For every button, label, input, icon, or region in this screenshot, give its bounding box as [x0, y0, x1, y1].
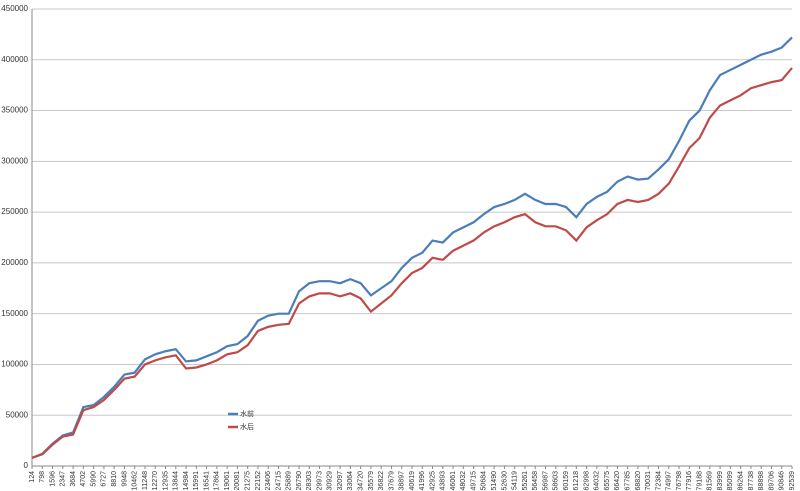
x-tick-label: 70031: [645, 471, 652, 491]
x-tick-label: 124: [29, 471, 36, 483]
x-tick-label: 15991: [193, 471, 200, 491]
x-tick-label: 28303: [306, 471, 313, 491]
x-tick-label: 10462: [132, 471, 139, 491]
x-tick-label: 77916: [686, 471, 693, 491]
x-tick-label: 51490: [491, 471, 498, 491]
x-tick-label: 20081: [234, 471, 241, 491]
legend-label: 水后: [240, 422, 254, 431]
x-tick-label: 16541: [203, 471, 210, 491]
x-tick-label: 81569: [707, 471, 714, 491]
x-tick-label: 798: [39, 471, 46, 483]
x-tick-label: 26790: [296, 471, 303, 491]
x-tick-label: 21275: [245, 471, 252, 491]
x-tick-label: 42925: [429, 471, 436, 491]
x-tick-label: 43893: [440, 471, 447, 491]
x-tick-label: 36822: [378, 471, 385, 491]
x-tick-label: 52630: [501, 471, 508, 491]
y-tick-label: 350000: [1, 106, 28, 115]
y-tick-label: 400000: [1, 55, 28, 64]
x-tick-label: 62998: [583, 471, 590, 491]
x-tick-label: 13844: [173, 471, 180, 491]
y-tick-label: 50000: [6, 410, 29, 419]
x-tick-label: 74997: [666, 471, 673, 491]
x-tick-label: 5990: [90, 471, 97, 487]
x-tick-label: 12935: [162, 471, 169, 491]
x-tick-label: 14984: [183, 471, 190, 491]
x-tick-label: 85099: [727, 471, 734, 491]
x-tick-label: 54119: [512, 471, 519, 490]
x-tick-label: 23406: [265, 471, 272, 491]
x-tick-label: 65575: [604, 471, 611, 491]
y-tick-label: 200000: [1, 258, 28, 267]
x-tick-label: 34720: [357, 471, 364, 491]
x-tick-label: 4702: [80, 471, 87, 487]
x-tick-label: 66420: [614, 471, 621, 491]
x-tick-label: 3684: [70, 471, 77, 487]
x-tick-label: 9948: [121, 471, 128, 487]
x-tick-label: 29973: [316, 471, 323, 491]
x-tick-label: 56458: [532, 471, 539, 491]
x-tick-label: 24715: [275, 471, 282, 491]
x-tick-label: 1596: [49, 471, 56, 487]
x-tick-label: 79188: [696, 471, 703, 491]
x-tick-label: 89706: [768, 471, 775, 491]
x-tick-label: 67785: [625, 471, 632, 491]
y-tick-label: 300000: [1, 156, 28, 165]
x-tick-label: 56987: [542, 471, 549, 491]
x-tick-label: 41996: [419, 471, 426, 491]
x-tick-label: 35579: [368, 471, 375, 491]
x-tick-label: 22152: [255, 471, 262, 491]
x-tick-label: 87738: [748, 471, 755, 491]
x-tick-label: 11248: [142, 471, 149, 490]
series-line: [31, 36, 793, 459]
x-tick-label: 90846: [779, 471, 786, 491]
legend-label: 水前: [240, 409, 254, 418]
x-tick-label: 25889: [286, 471, 293, 491]
x-tick-label: 12270: [152, 471, 159, 491]
x-tick-label: 38897: [399, 471, 406, 491]
y-tick-label: 450000: [1, 4, 28, 13]
x-tick-label: 58603: [553, 471, 560, 491]
x-tick-label: 64032: [594, 471, 601, 491]
x-tick-label: 6727: [101, 471, 108, 487]
x-tick-label: 60159: [563, 471, 570, 491]
y-tick-label: 250000: [1, 207, 28, 216]
x-tick-label: 92539: [789, 471, 796, 491]
x-tick-label: 33064: [347, 471, 354, 491]
x-tick-label: 49715: [470, 471, 477, 491]
x-tick-label: 8810: [111, 471, 118, 487]
x-tick-label: 68820: [635, 471, 642, 491]
x-tick-label: 86264: [737, 471, 744, 491]
x-tick-label: 30929: [327, 471, 334, 491]
x-tick-label: 61218: [573, 471, 580, 491]
x-tick-label: 88898: [758, 471, 765, 491]
x-tick-label: 17864: [214, 471, 221, 491]
x-tick-label: 55261: [522, 471, 529, 491]
x-tick-label: 37679: [388, 471, 395, 491]
x-tick-label: 48032: [460, 471, 467, 491]
y-tick-label: 150000: [1, 309, 28, 318]
y-tick-label: 100000: [1, 360, 28, 369]
x-tick-label: 32097: [337, 471, 344, 491]
series-line: [31, 67, 793, 459]
x-tick-label: 46061: [450, 471, 457, 491]
x-tick-label: 40619: [409, 471, 416, 491]
x-tick-label: 2347: [60, 471, 67, 487]
x-tick-label: 83999: [717, 471, 724, 491]
x-tick-label: 19061: [224, 471, 231, 491]
y-tick-label: 0: [24, 461, 29, 470]
x-tick-label: 72384: [655, 471, 662, 491]
x-tick-label: 76798: [676, 471, 683, 491]
x-tick-label: 50684: [481, 471, 488, 491]
